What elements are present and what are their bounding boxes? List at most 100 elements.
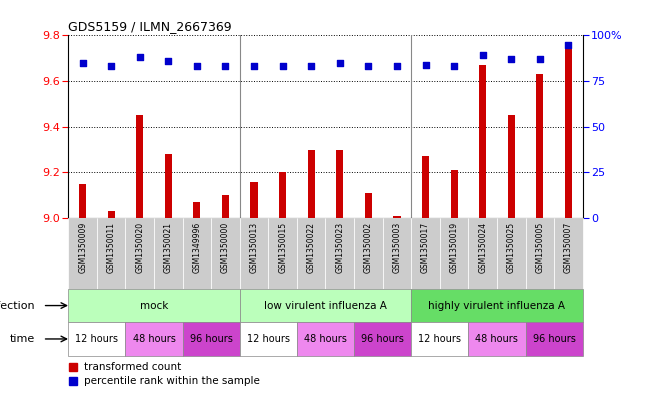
Bar <box>183 218 211 289</box>
Point <box>506 56 516 62</box>
Text: GSM1350023: GSM1350023 <box>335 222 344 273</box>
Bar <box>222 195 229 218</box>
Text: 48 hours: 48 hours <box>304 334 347 344</box>
Point <box>392 63 402 70</box>
Point <box>421 61 431 68</box>
Bar <box>497 218 525 289</box>
Bar <box>154 218 183 289</box>
Bar <box>308 150 315 218</box>
Bar <box>383 218 411 289</box>
Point <box>563 41 574 48</box>
Bar <box>79 184 86 218</box>
Bar <box>68 322 126 356</box>
Text: mock: mock <box>140 301 168 310</box>
Bar <box>107 211 115 218</box>
Bar <box>565 47 572 218</box>
Text: GSM1350019: GSM1350019 <box>450 222 458 273</box>
Text: GSM1350020: GSM1350020 <box>135 222 145 273</box>
Bar <box>411 218 440 289</box>
Point <box>106 63 117 70</box>
Bar <box>240 218 268 289</box>
Text: GSM1350009: GSM1350009 <box>78 222 87 273</box>
Bar <box>297 322 354 356</box>
Text: GSM1350007: GSM1350007 <box>564 222 573 273</box>
Text: GSM1350000: GSM1350000 <box>221 222 230 273</box>
Text: 48 hours: 48 hours <box>133 334 176 344</box>
Text: GSM1350017: GSM1350017 <box>421 222 430 273</box>
Bar <box>126 218 154 289</box>
Bar <box>525 322 583 356</box>
Text: transformed count: transformed count <box>84 362 181 372</box>
Point <box>135 54 145 61</box>
Bar <box>279 173 286 218</box>
Bar <box>393 216 400 218</box>
Text: GSM1350022: GSM1350022 <box>307 222 316 273</box>
Bar <box>297 218 326 289</box>
Bar <box>326 218 354 289</box>
Text: GSM1350005: GSM1350005 <box>535 222 544 273</box>
Point <box>163 58 174 64</box>
Bar <box>468 218 497 289</box>
Bar <box>365 193 372 218</box>
Text: GSM1350002: GSM1350002 <box>364 222 373 273</box>
Point <box>191 63 202 70</box>
Bar <box>354 218 383 289</box>
Text: GSM1350015: GSM1350015 <box>278 222 287 273</box>
Point <box>335 60 345 66</box>
Text: 96 hours: 96 hours <box>533 334 575 344</box>
Point <box>249 63 259 70</box>
Point <box>306 63 316 70</box>
Text: GSM1350011: GSM1350011 <box>107 222 116 273</box>
Text: low virulent influenza A: low virulent influenza A <box>264 301 387 310</box>
Text: 96 hours: 96 hours <box>190 334 232 344</box>
Text: GSM1349996: GSM1349996 <box>193 222 201 273</box>
Bar <box>440 218 468 289</box>
Point <box>449 63 459 70</box>
Bar <box>525 218 554 289</box>
Bar <box>211 218 240 289</box>
Text: time: time <box>10 334 35 344</box>
Text: GDS5159 / ILMN_2667369: GDS5159 / ILMN_2667369 <box>68 20 232 33</box>
Bar <box>126 322 183 356</box>
Text: GSM1350024: GSM1350024 <box>478 222 487 273</box>
Bar <box>68 218 97 289</box>
Bar <box>450 170 458 218</box>
Bar <box>411 322 468 356</box>
Point <box>220 63 230 70</box>
Bar <box>536 74 544 218</box>
Point <box>534 56 545 62</box>
Text: 12 hours: 12 hours <box>76 334 118 344</box>
Bar <box>68 289 240 322</box>
Text: GSM1350013: GSM1350013 <box>249 222 258 273</box>
Bar <box>468 322 525 356</box>
Text: 96 hours: 96 hours <box>361 334 404 344</box>
Text: GSM1350025: GSM1350025 <box>506 222 516 273</box>
Bar <box>479 65 486 218</box>
Bar <box>508 115 515 218</box>
Bar <box>97 218 126 289</box>
Text: percentile rank within the sample: percentile rank within the sample <box>84 376 260 386</box>
Bar <box>422 156 429 218</box>
Bar <box>183 322 240 356</box>
Bar <box>336 150 343 218</box>
Bar <box>554 218 583 289</box>
Text: 12 hours: 12 hours <box>419 334 462 344</box>
Bar <box>240 322 297 356</box>
Text: GSM1350021: GSM1350021 <box>164 222 173 273</box>
Bar <box>240 289 411 322</box>
Bar <box>165 154 172 218</box>
Point <box>477 52 488 59</box>
Point <box>77 60 88 66</box>
Bar <box>136 115 143 218</box>
Point <box>363 63 374 70</box>
Bar <box>354 322 411 356</box>
Bar <box>411 289 583 322</box>
Text: GSM1350003: GSM1350003 <box>393 222 402 273</box>
Text: 12 hours: 12 hours <box>247 334 290 344</box>
Bar <box>268 218 297 289</box>
Bar <box>251 182 258 218</box>
Bar <box>193 202 201 218</box>
Point <box>277 63 288 70</box>
Text: infection: infection <box>0 301 35 310</box>
Text: highly virulent influenza A: highly virulent influenza A <box>428 301 566 310</box>
